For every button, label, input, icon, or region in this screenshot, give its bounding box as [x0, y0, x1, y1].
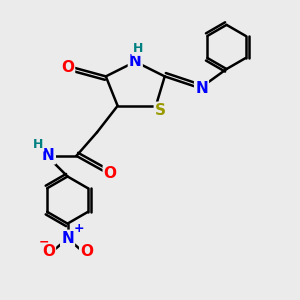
Text: N: N	[195, 81, 208, 96]
Text: +: +	[74, 222, 85, 235]
Text: H: H	[132, 42, 143, 55]
Text: N: N	[42, 148, 55, 164]
Text: S: S	[155, 103, 166, 118]
Text: N: N	[129, 54, 142, 69]
Text: H: H	[33, 138, 43, 151]
Text: O: O	[42, 244, 55, 259]
Text: N: N	[61, 231, 74, 246]
Text: O: O	[61, 60, 74, 75]
Text: O: O	[80, 244, 93, 259]
Text: O: O	[104, 166, 117, 181]
Text: −: −	[39, 235, 50, 248]
